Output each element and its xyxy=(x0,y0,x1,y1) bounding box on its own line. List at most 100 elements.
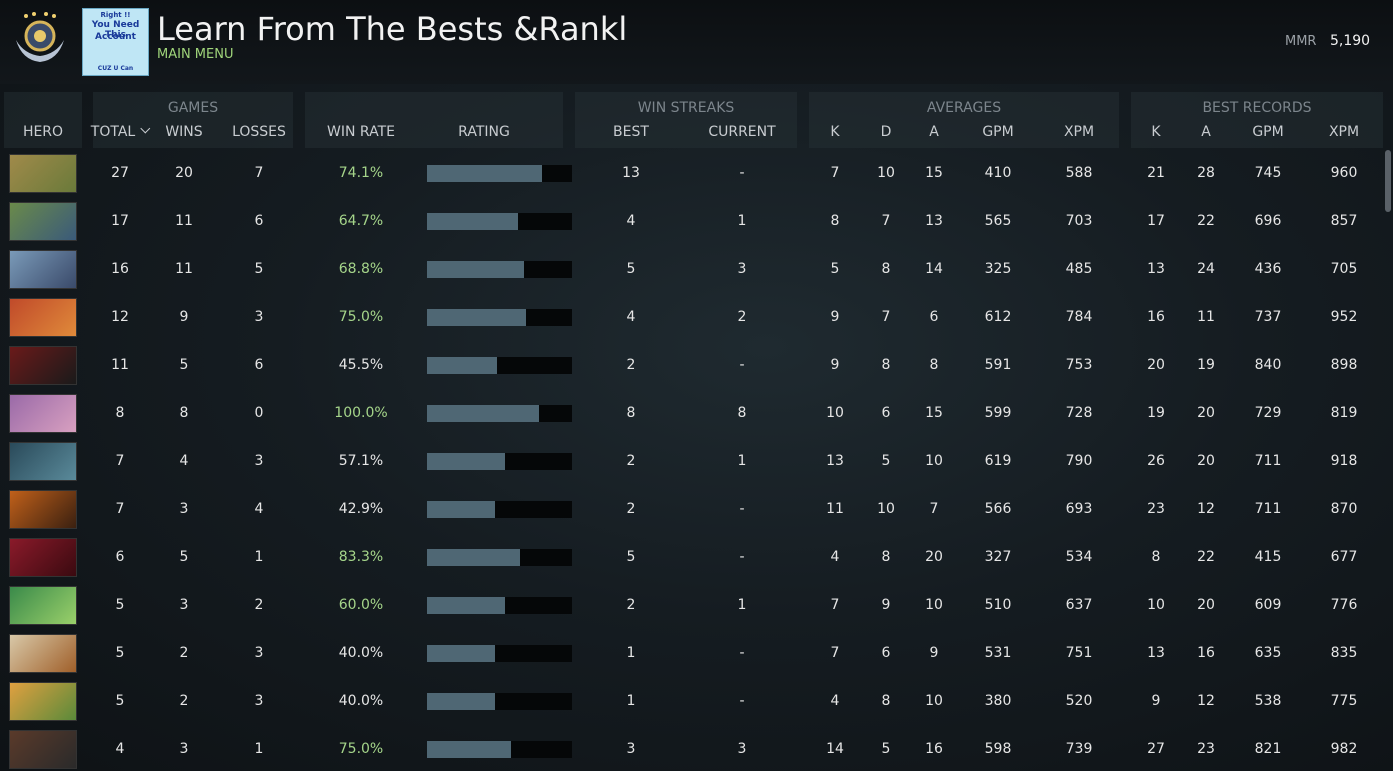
hero-portrait[interactable] xyxy=(9,730,77,769)
cell: 10 xyxy=(826,405,844,421)
cell: 68.8% xyxy=(338,261,384,277)
cell: 8 xyxy=(881,549,891,565)
hero-portrait[interactable] xyxy=(9,490,77,529)
cell: 531 xyxy=(984,645,1012,661)
column-header[interactable]: D xyxy=(880,124,892,140)
hero-portrait[interactable] xyxy=(9,202,77,241)
cell: 27 xyxy=(1147,741,1165,757)
cell: 3 xyxy=(254,693,264,709)
cell: 8 xyxy=(179,405,189,421)
cell: 23 xyxy=(1147,501,1165,517)
cell: 3 xyxy=(179,597,189,613)
column-header[interactable]: K xyxy=(1151,124,1161,140)
cell: 64.7% xyxy=(338,213,384,229)
badge-text: Account xyxy=(95,32,136,42)
cell: 693 xyxy=(1065,501,1093,517)
column-header[interactable]: XPM xyxy=(1063,124,1095,140)
rating-bar xyxy=(427,357,497,374)
column-header[interactable]: WINS xyxy=(165,124,203,140)
column-header[interactable]: BEST xyxy=(613,124,649,140)
cell: 8 xyxy=(737,405,747,421)
cell: 5 xyxy=(881,741,891,757)
cell: 599 xyxy=(984,405,1012,421)
hero-portrait[interactable] xyxy=(9,682,77,721)
hero-portrait[interactable] xyxy=(9,298,77,337)
cell: 5 xyxy=(115,645,125,661)
cell: 13 xyxy=(1147,261,1165,277)
cell: 898 xyxy=(1330,357,1358,373)
scrollbar[interactable] xyxy=(1385,150,1391,212)
cell: 4 xyxy=(254,501,264,517)
main-menu-link[interactable]: MAIN MENU xyxy=(157,47,234,62)
cell: 3 xyxy=(254,309,264,325)
cell: 15 xyxy=(925,405,943,421)
cell: 1 xyxy=(737,597,747,613)
hero-portrait[interactable] xyxy=(9,346,77,385)
column-header[interactable]: A xyxy=(1201,124,1211,140)
cell: 7 xyxy=(881,213,891,229)
cell: 0 xyxy=(254,405,264,421)
column-header[interactable]: LOSSES xyxy=(232,124,286,140)
cell: 5 xyxy=(626,549,636,565)
cell: 6 xyxy=(881,645,891,661)
cell: 918 xyxy=(1330,453,1358,469)
hero-portrait[interactable] xyxy=(9,538,77,577)
hero-portrait[interactable] xyxy=(9,394,77,433)
cell: 1 xyxy=(626,693,636,709)
cell: 2 xyxy=(626,453,636,469)
cell: 13 xyxy=(1147,645,1165,661)
cell: 5 xyxy=(179,549,189,565)
column-header[interactable]: GPM xyxy=(982,124,1014,140)
hero-portrait[interactable] xyxy=(9,442,77,481)
cell: 5 xyxy=(881,453,891,469)
cell: 637 xyxy=(1065,597,1093,613)
cell: 612 xyxy=(984,309,1012,325)
cell: 8 xyxy=(881,261,891,277)
cell: 711 xyxy=(1254,453,1282,469)
cell: 10 xyxy=(877,501,895,517)
cell: 23 xyxy=(1197,741,1215,757)
cell: 16 xyxy=(1197,645,1215,661)
cell: 703 xyxy=(1065,213,1093,229)
column-header[interactable]: A xyxy=(929,124,939,140)
column-header[interactable]: K xyxy=(830,124,840,140)
cell: 11 xyxy=(175,213,193,229)
cell: 4 xyxy=(830,693,840,709)
hero-portrait[interactable] xyxy=(9,250,77,289)
account-badge: Right !! You Need This Account CUZ U Can xyxy=(82,8,149,76)
column-header[interactable]: RATING xyxy=(458,124,510,140)
column-header[interactable]: TOTAL xyxy=(91,123,151,140)
cell: 74.1% xyxy=(338,165,384,181)
column-header[interactable]: CURRENT xyxy=(708,124,776,140)
cell: 775 xyxy=(1330,693,1358,709)
cell: 75.0% xyxy=(338,741,384,757)
cell: 609 xyxy=(1254,597,1282,613)
cell: 12 xyxy=(1197,693,1215,709)
cell: 7 xyxy=(254,165,264,181)
cell: 436 xyxy=(1254,261,1282,277)
cell: 821 xyxy=(1254,741,1282,757)
cell: 20 xyxy=(1197,405,1215,421)
cell: 8 xyxy=(881,357,891,373)
cell: 11 xyxy=(826,501,844,517)
column-header[interactable]: WIN RATE xyxy=(327,124,395,140)
column-header[interactable]: XPM xyxy=(1328,124,1360,140)
hero-portrait[interactable] xyxy=(9,634,77,673)
cell: 510 xyxy=(984,597,1012,613)
rating-bar xyxy=(427,405,539,422)
hero-portrait[interactable] xyxy=(9,154,77,193)
cell: 4 xyxy=(830,549,840,565)
cell: - xyxy=(739,549,745,565)
cell: 16 xyxy=(1147,309,1165,325)
cell: 2 xyxy=(626,597,636,613)
cell: 8 xyxy=(830,213,840,229)
rank-medal xyxy=(16,12,64,62)
cell: 5 xyxy=(254,261,264,277)
panel xyxy=(1131,92,1383,148)
cell: 598 xyxy=(984,741,1012,757)
column-header[interactable]: GPM xyxy=(1252,124,1284,140)
cell: 415 xyxy=(1254,549,1282,565)
rating-bar xyxy=(427,501,496,518)
rating-bar xyxy=(427,693,496,710)
hero-portrait[interactable] xyxy=(9,586,77,625)
